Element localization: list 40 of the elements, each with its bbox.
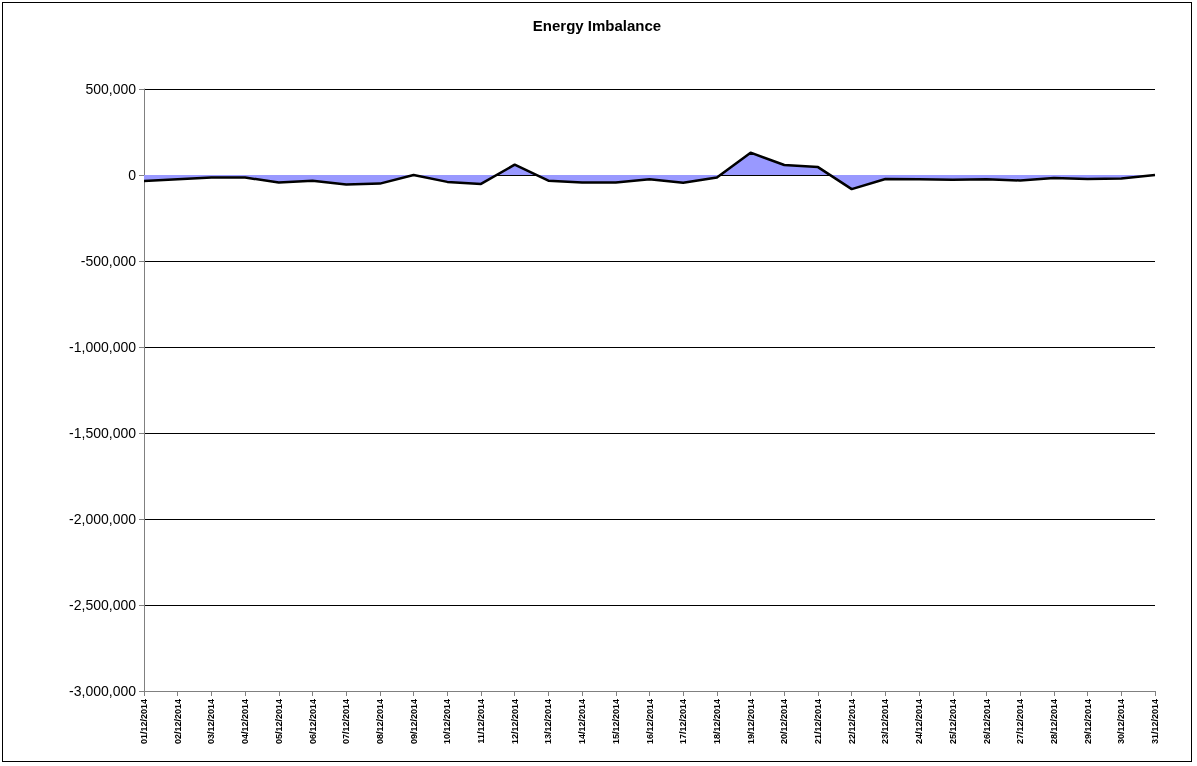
x-tick-label: 16/12/2014 bbox=[644, 699, 655, 745]
x-tick-label: 23/12/2014 bbox=[880, 699, 891, 745]
x-tick-label: 11/12/2014 bbox=[476, 699, 486, 744]
x-tick-label: 26/12/2014 bbox=[981, 699, 992, 745]
x-tick-label: 21/12/2014 bbox=[813, 699, 823, 745]
y-tick-label: -1,500,000 bbox=[69, 425, 137, 441]
x-tick-label: 24/12/2014 bbox=[914, 699, 925, 745]
x-tick-label: 13/12/2014 bbox=[543, 699, 554, 745]
x-tick-label: 12/12/2014 bbox=[509, 699, 520, 745]
x-tick-label: 20/12/2014 bbox=[779, 699, 790, 745]
y-tick-label: 500,000 bbox=[85, 81, 137, 97]
y-tick-label: -500,000 bbox=[80, 253, 137, 269]
chart-title: Energy Imbalance bbox=[532, 17, 662, 34]
x-tick-label: 18/12/2014 bbox=[711, 699, 722, 745]
x-tick-label: 28/12/2014 bbox=[1048, 699, 1059, 745]
x-tick-label: 06/12/2014 bbox=[307, 699, 318, 745]
y-tick-label: 0 bbox=[128, 167, 137, 183]
x-tick-label: 22/12/2014 bbox=[846, 699, 857, 745]
x-tick-label: 02/12/2014 bbox=[172, 699, 183, 745]
x-tick-label: 15/12/2014 bbox=[610, 699, 621, 745]
x-tick-label: 17/12/2014 bbox=[678, 699, 689, 745]
x-tick-label: 05/12/2014 bbox=[273, 699, 284, 745]
y-tick-label: -1,000,000 bbox=[69, 339, 137, 355]
x-tick-label: 04/12/2014 bbox=[240, 699, 251, 745]
x-tick-label: 01/12/2014 bbox=[139, 699, 149, 745]
x-tick-label: 27/12/2014 bbox=[1015, 699, 1026, 745]
x-tick-label: 31/12/2014 bbox=[1150, 699, 1160, 745]
x-tick-label: 07/12/2014 bbox=[341, 699, 352, 745]
y-tick-label: -3,000,000 bbox=[69, 683, 137, 699]
x-tick-label: 14/12/2014 bbox=[577, 699, 588, 745]
x-tick-label: 30/12/2014 bbox=[1116, 699, 1127, 745]
x-tick-label: 08/12/2014 bbox=[374, 699, 385, 745]
y-tick-label: -2,000,000 bbox=[69, 511, 137, 527]
x-tick-label: 25/12/2014 bbox=[947, 699, 958, 745]
x-tick-label: 19/12/2014 bbox=[745, 699, 756, 745]
x-tick-label: 29/12/2014 bbox=[1082, 699, 1093, 745]
x-tick-label: 10/12/2014 bbox=[442, 699, 453, 745]
x-tick-label: 03/12/2014 bbox=[206, 699, 217, 745]
x-tick-label: 09/12/2014 bbox=[408, 699, 419, 745]
y-tick-label: -2,500,000 bbox=[69, 597, 137, 613]
